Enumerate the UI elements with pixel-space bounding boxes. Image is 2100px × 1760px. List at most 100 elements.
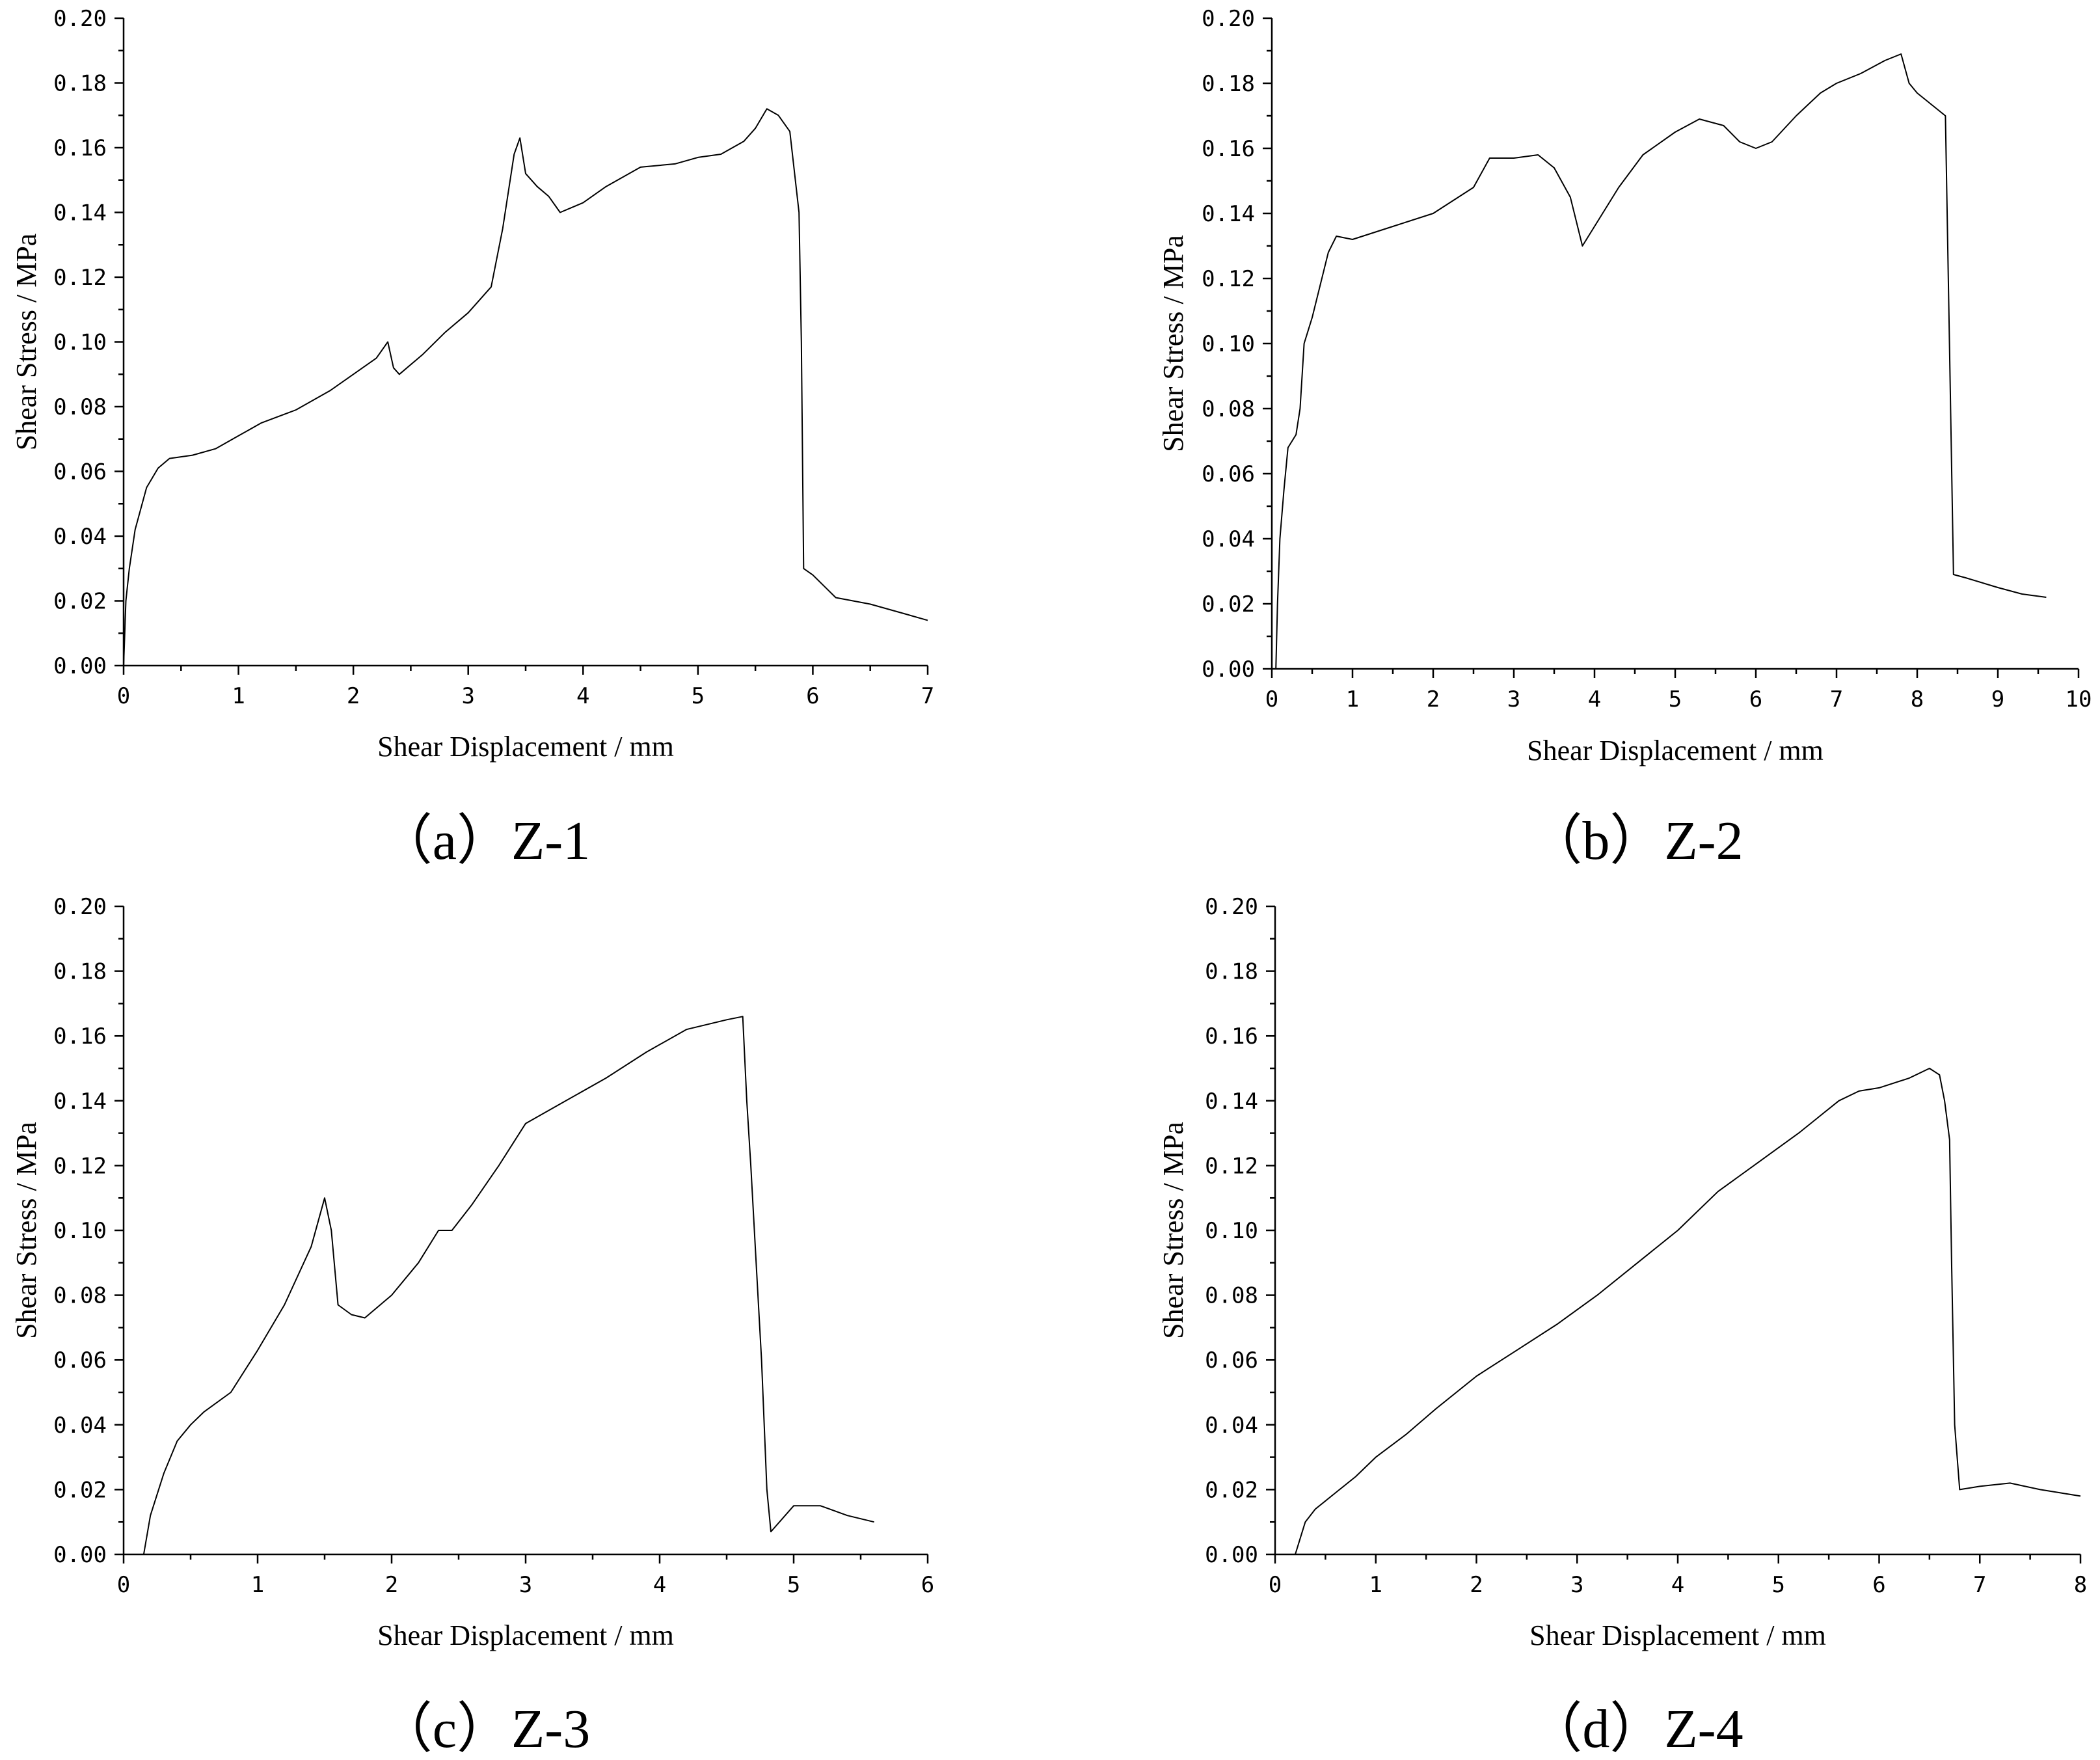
y-axis-title: Shear Stress / MPa <box>10 1122 42 1339</box>
x-tick-label: 6 <box>806 683 819 709</box>
y-tick-label: 0.20 <box>53 6 107 32</box>
x-tick-label: 1 <box>1369 1572 1382 1598</box>
x-tick-label: 8 <box>2074 1572 2087 1598</box>
y-tick-label: 0.12 <box>53 1153 107 1179</box>
panel-caption: （b）Z-2 <box>1528 811 1743 871</box>
y-tick-label: 0.20 <box>1205 894 1258 920</box>
y-tick-label: 0.12 <box>1205 1153 1258 1179</box>
y-tick-label: 0.16 <box>1202 136 1255 162</box>
y-tick-label: 0.10 <box>53 330 107 356</box>
chart-panel: 0 1 2 3 4 5 6 0.00 0.02 0.04 0.06 0.08 0.10 0.12 0.14 0… <box>10 894 934 1759</box>
x-tick-label: 3 <box>1570 1572 1583 1598</box>
x-tick-label: 0 <box>1269 1572 1282 1598</box>
x-tick-label: 2 <box>1427 686 1440 712</box>
x-tick-label: 6 <box>1872 1572 1885 1598</box>
x-axis-title: Shear Displacement / mm <box>377 731 674 763</box>
y-tick-label: 0.20 <box>53 894 107 920</box>
chart-panel: 0 1 2 3 4 5 6 7 8 9 10 0.00 0.02 0.04 0.06 0.08 0.10 0.12… <box>1157 6 2092 871</box>
chart-panel: 0 1 2 3 4 5 6 7 0.00 0.02 0.04 0.06 0.08 0.10 0.12 0.14… <box>10 6 934 871</box>
series-line <box>1275 53 2047 670</box>
y-tick-label: 0.08 <box>1202 396 1255 422</box>
y-tick-label: 0.18 <box>53 959 107 985</box>
y-axis-title: Shear Stress / MPa <box>1157 1122 1189 1339</box>
y-tick-label: 0.08 <box>1205 1283 1258 1309</box>
x-tick-label: 3 <box>519 1572 532 1598</box>
y-tick-label: 0.04 <box>1205 1413 1258 1439</box>
x-tick-label: 6 <box>921 1572 934 1598</box>
y-tick-label: 0.14 <box>1205 1089 1258 1115</box>
y-axis-title: Shear Stress / MPa <box>1157 235 1189 452</box>
x-tick-label: 0 <box>1265 686 1278 712</box>
x-tick-label: 7 <box>1830 686 1843 712</box>
y-tick-label: 0.06 <box>53 459 107 485</box>
y-tick-label: 0.14 <box>53 200 107 226</box>
x-tick-label: 6 <box>1749 686 1762 712</box>
y-tick-label: 0.18 <box>1205 959 1258 985</box>
y-tick-label: 0.06 <box>1202 461 1255 487</box>
y-tick-label: 0.06 <box>1205 1347 1258 1374</box>
y-tick-label: 0.00 <box>1205 1542 1258 1568</box>
y-tick-label: 0.14 <box>1202 201 1255 227</box>
x-tick-label: 8 <box>1911 686 1924 712</box>
y-tick-label: 0.02 <box>1205 1477 1258 1503</box>
y-tick-label: 0.04 <box>53 524 107 550</box>
y-tick-label: 0.18 <box>1202 71 1255 97</box>
series-line <box>142 1016 874 1555</box>
x-tick-label: 10 <box>2066 686 2092 712</box>
y-axis-title: Shear Stress / MPa <box>10 234 42 451</box>
x-tick-label: 5 <box>1669 686 1682 712</box>
x-tick-label: 4 <box>653 1572 666 1598</box>
y-tick-label: 0.02 <box>1202 591 1255 617</box>
x-tick-label: 3 <box>461 683 474 709</box>
y-tick-label: 0.04 <box>1202 526 1255 552</box>
series-line <box>1295 1068 2081 1555</box>
x-tick-label: 5 <box>787 1572 800 1598</box>
x-tick-label: 1 <box>251 1572 264 1598</box>
x-tick-label: 7 <box>921 683 934 709</box>
y-tick-label: 0.12 <box>1202 266 1255 292</box>
x-tick-label: 4 <box>1588 686 1601 712</box>
panel-caption: （d）Z-4 <box>1528 1699 1743 1759</box>
y-tick-label: 0.14 <box>53 1089 107 1115</box>
y-tick-label: 0.10 <box>1205 1218 1258 1244</box>
x-tick-label: 2 <box>1470 1572 1483 1598</box>
x-axis-title: Shear Displacement / mm <box>1527 735 1824 766</box>
x-tick-label: 3 <box>1507 686 1520 712</box>
y-tick-label: 0.08 <box>53 394 107 420</box>
y-tick-label: 0.04 <box>53 1413 107 1439</box>
series-line <box>123 108 928 666</box>
y-tick-label: 0.00 <box>1202 657 1255 683</box>
x-axis-title: Shear Displacement / mm <box>1529 1619 1826 1651</box>
y-tick-label: 0.10 <box>1202 331 1255 357</box>
x-tick-label: 4 <box>576 683 589 709</box>
x-axis-title: Shear Displacement / mm <box>377 1619 674 1651</box>
x-tick-label: 5 <box>1772 1572 1785 1598</box>
x-tick-label: 0 <box>117 1572 130 1598</box>
y-tick-label: 0.00 <box>53 653 107 679</box>
y-tick-label: 0.06 <box>53 1347 107 1374</box>
y-tick-label: 0.16 <box>53 135 107 161</box>
y-tick-label: 0.10 <box>53 1218 107 1244</box>
y-tick-label: 0.16 <box>1205 1023 1258 1049</box>
panel-caption: （a）Z-1 <box>378 811 591 871</box>
panel-caption: （c）Z-3 <box>378 1699 591 1759</box>
x-tick-label: 2 <box>385 1572 398 1598</box>
x-tick-label: 4 <box>1671 1572 1684 1598</box>
x-tick-label: 0 <box>117 683 130 709</box>
x-tick-label: 1 <box>232 683 245 709</box>
x-tick-label: 5 <box>692 683 705 709</box>
y-tick-label: 0.08 <box>53 1283 107 1309</box>
y-tick-label: 0.16 <box>53 1023 107 1049</box>
y-tick-label: 0.12 <box>53 265 107 291</box>
y-tick-label: 0.00 <box>53 1542 107 1568</box>
x-tick-label: 2 <box>347 683 360 709</box>
chart-panel: 0 1 2 3 4 5 6 7 8 0.00 0.02 0.04 0.06 0.08 0.10 0.12 0.1… <box>1157 894 2087 1759</box>
x-tick-label: 7 <box>1973 1572 1986 1598</box>
y-tick-label: 0.02 <box>53 589 107 615</box>
x-tick-label: 9 <box>1991 686 2004 712</box>
x-tick-label: 1 <box>1346 686 1359 712</box>
y-tick-label: 0.20 <box>1202 6 1255 32</box>
y-tick-label: 0.18 <box>53 71 107 97</box>
